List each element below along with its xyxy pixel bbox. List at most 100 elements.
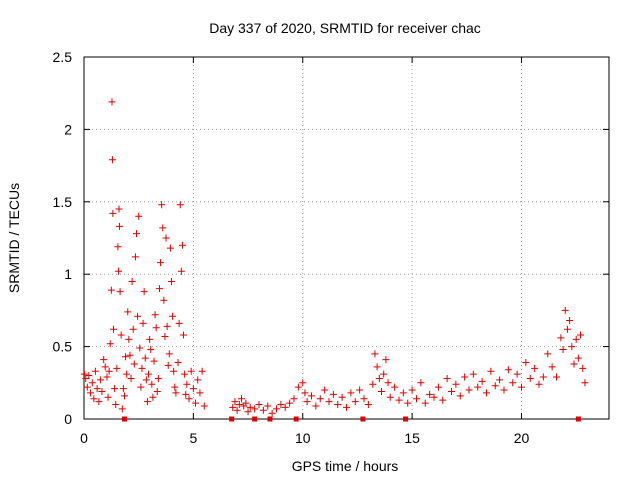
data-point (577, 331, 585, 339)
data-point (100, 356, 108, 364)
data-point (539, 373, 547, 381)
data-point (140, 288, 148, 296)
data-point (483, 389, 490, 397)
data-point (380, 370, 388, 378)
data-point (115, 222, 123, 230)
data-point (574, 354, 582, 362)
data-point (200, 402, 208, 410)
data-point (93, 385, 101, 393)
data-point (142, 376, 150, 384)
data-point (413, 395, 420, 403)
data-point (169, 312, 177, 320)
data-point (110, 325, 118, 333)
data-point (139, 319, 147, 327)
data-point (91, 367, 99, 375)
data-point (151, 311, 159, 319)
data-point (553, 373, 560, 381)
baseline-marks (121, 416, 581, 422)
data-point (122, 353, 130, 361)
data-point (115, 267, 123, 275)
data-point (138, 364, 146, 372)
data-point (371, 350, 379, 358)
data-point (114, 243, 122, 251)
y-axis-label: SRMTID / TECUs (6, 183, 22, 293)
data-point (145, 370, 153, 378)
data-point (238, 395, 245, 403)
data-point (159, 224, 167, 232)
data-point (509, 379, 517, 387)
x-tick-label: 5 (189, 430, 197, 446)
data-point (382, 356, 390, 364)
data-point (579, 364, 587, 372)
data-point (474, 383, 482, 391)
data-point (290, 395, 298, 403)
data-point (158, 201, 166, 209)
data-point (170, 367, 178, 375)
data-point (548, 363, 556, 371)
data-point (146, 335, 154, 343)
baseline-mark (267, 416, 273, 422)
data-point (568, 343, 576, 351)
data-point (113, 364, 121, 372)
data-point (134, 312, 142, 320)
data-point (378, 387, 385, 395)
baseline-mark (575, 416, 581, 422)
data-point (115, 205, 123, 213)
data-point (235, 401, 243, 409)
data-point (104, 393, 112, 401)
data-point (194, 376, 202, 384)
data-point (172, 389, 180, 397)
y-tick-label: 0.5 (53, 339, 73, 355)
data-point (255, 401, 263, 409)
data-point (301, 389, 309, 397)
data-point (137, 383, 145, 391)
data-point (231, 398, 239, 406)
data-point (465, 386, 473, 394)
data-point (294, 383, 302, 391)
data-point (303, 398, 311, 406)
data-point (149, 393, 157, 401)
data-point (196, 389, 204, 397)
data-point (163, 322, 171, 330)
data-point (343, 403, 350, 411)
data-point (128, 277, 136, 285)
data-point (108, 156, 116, 164)
x-tick-label: 0 (80, 430, 88, 446)
data-point (572, 335, 580, 343)
data-point (559, 345, 567, 353)
data-point (259, 406, 267, 414)
data-point (308, 392, 315, 400)
data-point (157, 259, 165, 267)
data-point (127, 374, 135, 382)
data-point (182, 390, 190, 398)
data-point (153, 387, 161, 395)
data-point (364, 401, 372, 409)
data-point (360, 395, 368, 403)
data-point (126, 351, 134, 359)
x-tick-labels: 0 5 10 15 20 (80, 430, 529, 446)
data-point (522, 359, 530, 367)
data-point (171, 383, 179, 391)
data-point (176, 201, 184, 209)
data-point (150, 357, 158, 365)
data-point (356, 386, 364, 394)
y-tick-label: 1 (64, 266, 72, 282)
data-point (334, 401, 342, 409)
data-point (108, 98, 116, 106)
data-point (570, 360, 578, 368)
data-point (95, 398, 103, 406)
data-point (375, 374, 383, 382)
y-tick-label: 1.5 (53, 194, 73, 210)
plot-frame (83, 56, 610, 420)
data-point (347, 389, 355, 397)
data-point (395, 396, 403, 404)
data-point (373, 363, 381, 371)
data-point (452, 380, 460, 388)
data-point (526, 374, 534, 382)
data-point (513, 370, 521, 378)
data-point (408, 386, 416, 394)
data-point (160, 296, 168, 304)
data-point (147, 345, 155, 353)
data-point (162, 234, 170, 242)
